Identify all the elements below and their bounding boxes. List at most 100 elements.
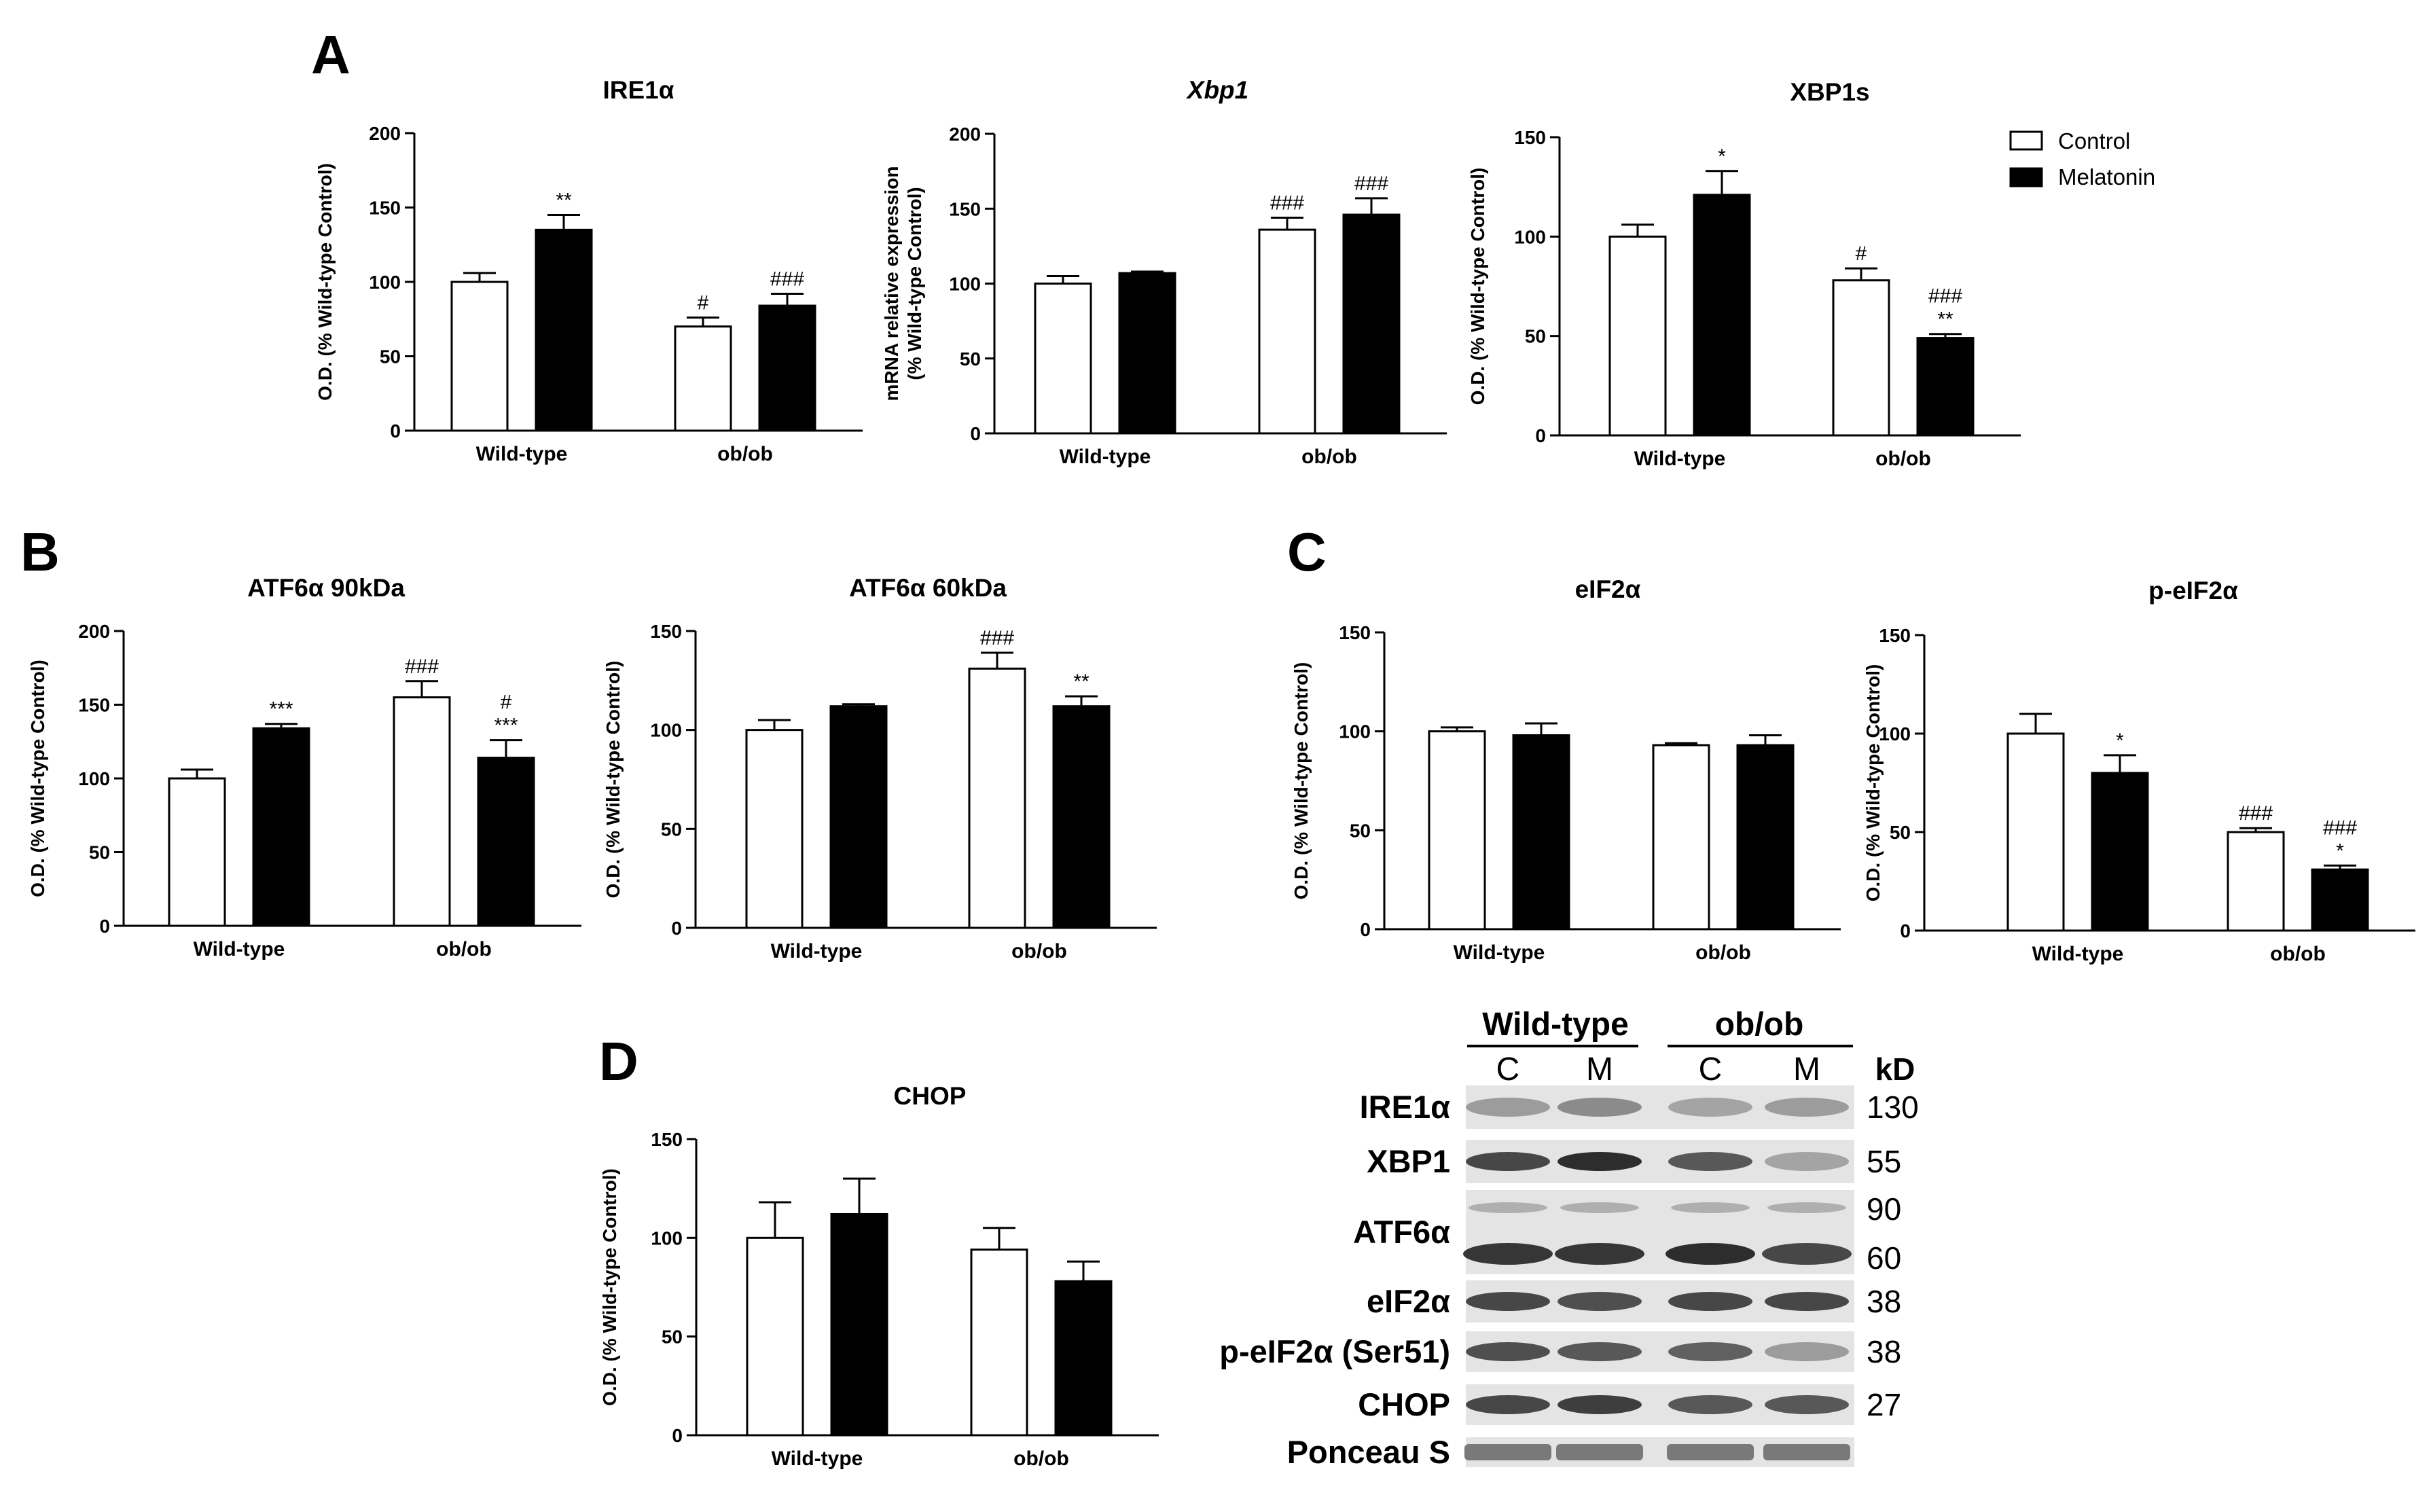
blot-band	[1668, 1292, 1752, 1311]
y-tick-label: 100	[369, 272, 401, 293]
bar-control	[746, 1236, 804, 1437]
y-tick-label: 100	[650, 720, 682, 741]
chart-title: p-eIF2α	[2148, 577, 2238, 605]
panel-letter-a: A	[311, 24, 350, 85]
y-axis-label-line: O.D. (% Wild-type Control)	[599, 1168, 620, 1406]
blot-band	[1765, 1342, 1849, 1361]
blot-band	[1555, 1243, 1644, 1265]
bar-control	[970, 1248, 1028, 1437]
kd-value: 27	[1867, 1387, 1901, 1422]
y-axis-label-line: O.D. (% Wild-type Control)	[1291, 662, 1312, 900]
bar-melatonin	[2091, 772, 2149, 932]
significance-label: ###	[1928, 285, 1962, 308]
bar-melatonin	[477, 757, 535, 927]
blot-band	[1557, 1342, 1642, 1361]
chart-8: CHOP 0 50 100 150 O.D. (% Wild-type Control) W…	[599, 1082, 1159, 1470]
lane-label: C	[1496, 1051, 1520, 1087]
y-tick-label: 150	[651, 1129, 683, 1150]
y-axis-label: O.D. (% Wild-type Control)	[1862, 664, 1884, 902]
chart-6: eIF2α 0 50 100 150 O.D. (% Wild-type Control)…	[1291, 575, 1841, 964]
panel-letter-b: B	[20, 522, 60, 582]
significance-label: ###	[1270, 192, 1304, 214]
y-axis-label: O.D. (% Wild-type Control)	[602, 661, 624, 899]
bar-control	[1428, 730, 1486, 931]
bar-melatonin	[1693, 194, 1751, 437]
chart-title: Xbp1	[1186, 76, 1248, 104]
y-tick-label: 0	[390, 420, 401, 442]
y-tick-label: 150	[369, 198, 401, 219]
blot-row: XBP1 55	[1367, 1140, 1901, 1183]
significance-label: **	[556, 189, 572, 211]
blot-band	[1466, 1395, 1550, 1414]
blot-band	[1557, 1098, 1642, 1117]
y-axis-label-line: O.D. (% Wild-type Control)	[314, 163, 336, 401]
bar-control	[1608, 235, 1667, 437]
blot-band	[1667, 1444, 1754, 1460]
blot-band	[1665, 1243, 1755, 1265]
bar-melatonin	[535, 228, 593, 432]
protein-label: ATF6α	[1353, 1214, 1450, 1250]
bar-melatonin	[758, 304, 816, 432]
y-tick-label: 150	[1339, 622, 1371, 643]
bar-control	[1034, 283, 1092, 435]
bar-control	[745, 729, 804, 929]
significance-label: ***	[494, 715, 518, 737]
blot-band	[1767, 1202, 1846, 1213]
blot-row: CHOP 27	[1358, 1384, 1901, 1425]
blot-band	[1464, 1444, 1551, 1460]
y-tick-label: 200	[369, 123, 401, 144]
blot-band	[1469, 1202, 1547, 1213]
y-tick-label: 200	[949, 124, 981, 145]
bar-control	[393, 696, 451, 927]
kd-value: 60	[1867, 1240, 1901, 1276]
y-tick-label: 0	[1360, 919, 1371, 940]
significance-label: *	[2336, 840, 2344, 862]
blot-row: ATF6α 90 60	[1353, 1190, 1901, 1276]
y-tick-label: 100	[1514, 226, 1546, 247]
y-axis-label-line: O.D. (% Wild-type Control)	[27, 660, 48, 897]
significance-label: #	[698, 292, 709, 314]
blot-band	[1762, 1243, 1852, 1265]
legend: Control Melatonin	[2009, 128, 2155, 190]
blot-band	[1668, 1342, 1752, 1361]
significance-label: ###	[770, 268, 804, 291]
blot-band	[1765, 1395, 1849, 1414]
lane-label: M	[1586, 1051, 1613, 1087]
blot-band	[1466, 1342, 1550, 1361]
bar-control	[1258, 228, 1316, 435]
bar-melatonin	[252, 727, 310, 927]
y-tick-label: 200	[78, 621, 110, 642]
bar-control	[450, 281, 509, 432]
y-tick-label: 150	[1514, 127, 1546, 148]
kd-value: 38	[1867, 1284, 1901, 1319]
blot-band	[1765, 1098, 1849, 1117]
y-tick-label: 50	[380, 346, 401, 367]
y-tick-label: 50	[662, 1327, 683, 1348]
y-axis-label: O.D. (% Wild-type Control)	[1467, 168, 1488, 406]
significance-label: ###	[980, 627, 1014, 649]
blot-band	[1466, 1098, 1550, 1117]
chart-title: ATF6α 60kDa	[849, 574, 1007, 602]
blot-band	[1463, 1243, 1553, 1265]
x-category-label: Wild-type	[772, 1447, 863, 1470]
x-category-label: Wild-type	[2032, 943, 2124, 965]
protein-label: XBP1	[1367, 1143, 1450, 1179]
y-tick-label: 50	[1525, 326, 1546, 347]
significance-label: ###	[2323, 816, 2357, 839]
lane-label: M	[1793, 1051, 1820, 1087]
y-axis-label-line: O.D. (% Wild-type Control)	[602, 661, 624, 899]
charts: IRE1α 0 50 100 150 200 O.D. (% Wild-type Contr…	[27, 76, 2415, 1470]
y-tick-label: 100	[1879, 723, 1911, 744]
blot-band	[1763, 1444, 1850, 1460]
bar-melatonin	[1916, 337, 1975, 437]
x-category-label: Wild-type	[771, 940, 863, 962]
bar-control	[2006, 732, 2065, 932]
legend-label-control: Control	[2058, 128, 2130, 154]
x-category-label: Wild-type	[1060, 446, 1151, 468]
x-category-label: ob/ob	[1875, 448, 1931, 470]
x-category-label: ob/ob	[1695, 941, 1751, 964]
y-tick-label: 0	[1900, 920, 1911, 941]
blot-group-ob-ob: ob/ob	[1715, 1007, 1804, 1043]
